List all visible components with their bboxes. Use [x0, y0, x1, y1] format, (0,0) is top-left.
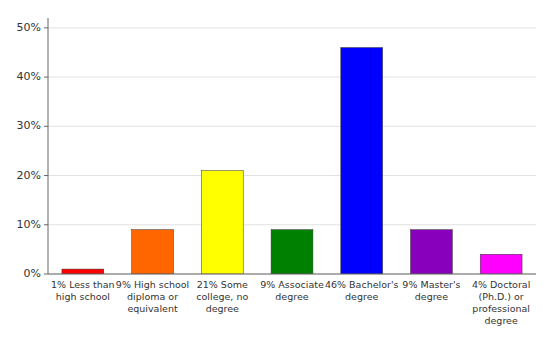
y-tick — [44, 126, 48, 127]
y-tick-label: 40% — [17, 70, 41, 83]
x-axis — [48, 274, 536, 275]
y-tick — [44, 274, 48, 275]
bar — [201, 171, 243, 274]
bar — [271, 230, 313, 274]
bar — [411, 230, 453, 274]
y-tick-label: 30% — [17, 119, 41, 132]
x-tick-label: 46% Bachelor'sdegree — [325, 279, 399, 302]
y-grid — [48, 28, 536, 274]
bars — [62, 48, 522, 274]
grid-line — [48, 175, 536, 176]
grid-line — [48, 27, 536, 28]
bar — [341, 48, 383, 274]
grid-line — [48, 126, 536, 127]
x-tick-label: 1% Less thanhigh school — [51, 279, 115, 302]
x-tick-label: 9% High schooldiploma orequivalent — [116, 279, 189, 314]
y-tick — [44, 175, 48, 176]
y-axis — [48, 18, 49, 274]
grid-line — [48, 224, 536, 225]
chart: 0% 10% 20% 30% 40% 50% 1% Less thanhigh school… — [0, 0, 550, 350]
y-tick — [44, 77, 48, 78]
y-tick — [44, 27, 48, 28]
x-tick-label: 9% Master'sdegree — [402, 279, 460, 302]
y-tick-labels: 0% 10% 20% 30% 40% 50% — [17, 21, 48, 280]
y-tick — [44, 224, 48, 225]
bar — [132, 230, 174, 274]
grid-line — [48, 274, 536, 275]
bar — [480, 254, 522, 274]
x-tick-labels: 1% Less thanhigh school9% High schooldip… — [51, 279, 530, 326]
x-tick-label: 4% Doctoral(Ph.D.) orprofessionaldegree — [472, 279, 530, 326]
y-tick-label: 10% — [17, 218, 41, 231]
x-tick-label: 9% Associatedegree — [260, 279, 324, 302]
x-tick-label: 21% Somecollege, nodegree — [196, 279, 248, 314]
y-tick-label: 50% — [17, 21, 41, 34]
y-tick-label: 0% — [24, 267, 41, 280]
bar — [62, 269, 104, 274]
grid-line — [48, 77, 536, 78]
y-tick-label: 20% — [17, 169, 41, 182]
